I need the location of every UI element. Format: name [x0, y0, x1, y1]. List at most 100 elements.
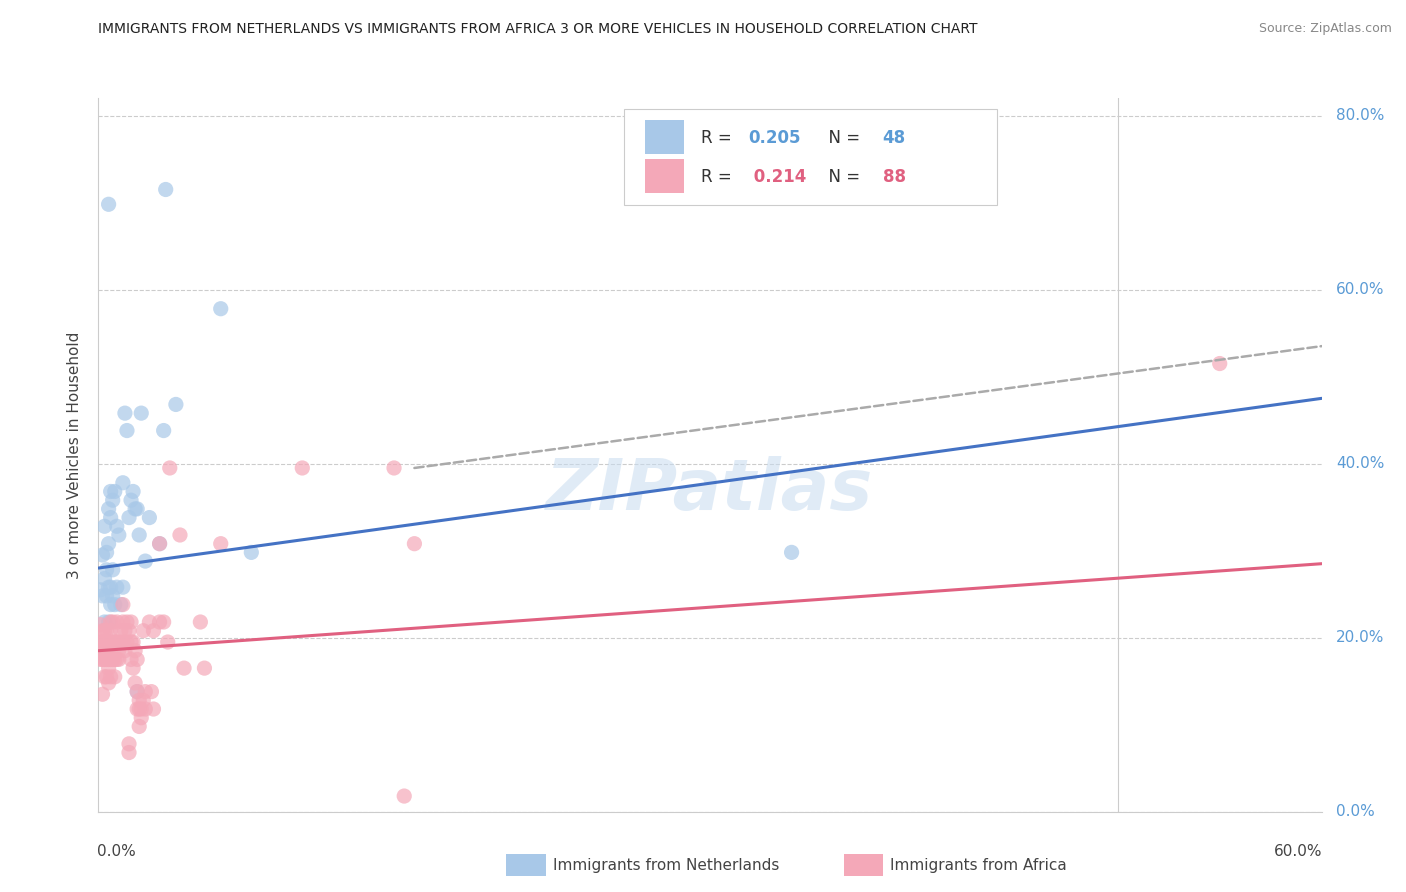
Point — [114, 406, 136, 420]
Point — [152, 615, 174, 629]
Point — [111, 598, 134, 612]
Point — [97, 661, 120, 675]
Point — [780, 545, 803, 559]
Point — [128, 528, 150, 542]
Point — [149, 615, 172, 629]
Point — [111, 475, 134, 490]
Point — [108, 635, 131, 649]
Point — [100, 644, 122, 658]
Point — [91, 548, 114, 562]
Point — [100, 510, 122, 524]
Point — [127, 684, 149, 698]
Text: 0.0%: 0.0% — [97, 844, 136, 859]
Point — [132, 624, 155, 638]
Point — [91, 635, 114, 649]
Point — [152, 424, 174, 438]
Point — [96, 563, 118, 577]
Point — [100, 615, 122, 629]
Point — [111, 615, 134, 629]
Point — [110, 624, 132, 638]
Point — [127, 702, 149, 716]
Point — [141, 684, 163, 698]
Point — [124, 676, 146, 690]
Point — [93, 519, 115, 533]
Point — [129, 711, 152, 725]
Point — [89, 582, 111, 597]
Point — [89, 652, 111, 666]
Point — [124, 501, 146, 516]
Point — [96, 589, 118, 603]
Point — [91, 687, 114, 701]
Point — [128, 693, 150, 707]
Point — [100, 652, 122, 666]
Point — [100, 580, 122, 594]
Point — [188, 615, 212, 629]
Point — [97, 644, 120, 658]
Point — [91, 624, 114, 638]
Text: R =: R = — [702, 169, 738, 186]
Point — [118, 510, 141, 524]
Point — [108, 644, 131, 658]
Text: 60.0%: 60.0% — [1336, 282, 1385, 297]
Point — [169, 528, 191, 542]
Point — [118, 624, 141, 638]
Text: N =: N = — [818, 129, 865, 147]
Point — [209, 537, 232, 551]
Point — [108, 652, 131, 666]
Point — [97, 537, 120, 551]
Point — [97, 501, 120, 516]
Point — [105, 652, 128, 666]
Point — [156, 635, 179, 649]
Point — [138, 510, 160, 524]
Bar — [645, 120, 685, 153]
FancyBboxPatch shape — [624, 109, 997, 205]
Text: 48: 48 — [883, 129, 905, 147]
Point — [96, 635, 118, 649]
Point — [96, 670, 118, 684]
Point — [291, 461, 314, 475]
Point — [91, 652, 114, 666]
Text: 0.214: 0.214 — [748, 169, 806, 186]
Point — [404, 537, 426, 551]
Point — [93, 615, 115, 629]
Point — [392, 789, 416, 803]
Text: IMMIGRANTS FROM NETHERLANDS VS IMMIGRANTS FROM AFRICA 3 OR MORE VEHICLES IN HOUS: IMMIGRANTS FROM NETHERLANDS VS IMMIGRANT… — [98, 22, 979, 37]
Point — [127, 652, 149, 666]
Y-axis label: 3 or more Vehicles in Household: 3 or more Vehicles in Household — [67, 331, 83, 579]
Point — [93, 572, 115, 586]
Point — [101, 615, 124, 629]
Point — [101, 635, 124, 649]
Text: N =: N = — [818, 169, 865, 186]
Point — [134, 684, 156, 698]
Point — [93, 670, 115, 684]
Point — [149, 537, 172, 551]
Point — [122, 661, 145, 675]
Point — [138, 615, 160, 629]
Text: 0.0%: 0.0% — [1336, 805, 1375, 819]
Point — [97, 580, 120, 594]
Text: 60.0%: 60.0% — [1274, 844, 1323, 859]
Point — [97, 197, 120, 211]
Point — [93, 652, 115, 666]
Point — [127, 684, 149, 698]
Point — [101, 652, 124, 666]
Point — [115, 615, 138, 629]
Bar — [645, 159, 685, 193]
Text: Source: ZipAtlas.com: Source: ZipAtlas.com — [1258, 22, 1392, 36]
Point — [165, 397, 187, 411]
Point — [101, 589, 124, 603]
Point — [128, 719, 150, 733]
Point — [105, 635, 128, 649]
Point — [114, 644, 136, 658]
Point — [132, 693, 155, 707]
Text: 20.0%: 20.0% — [1336, 630, 1385, 645]
Point — [104, 598, 127, 612]
Text: Immigrants from Africa: Immigrants from Africa — [890, 858, 1067, 872]
Point — [240, 545, 263, 559]
Point — [159, 461, 181, 475]
Point — [108, 528, 131, 542]
Point — [193, 661, 215, 675]
Point — [129, 702, 152, 716]
Point — [134, 702, 156, 716]
Point — [111, 580, 134, 594]
